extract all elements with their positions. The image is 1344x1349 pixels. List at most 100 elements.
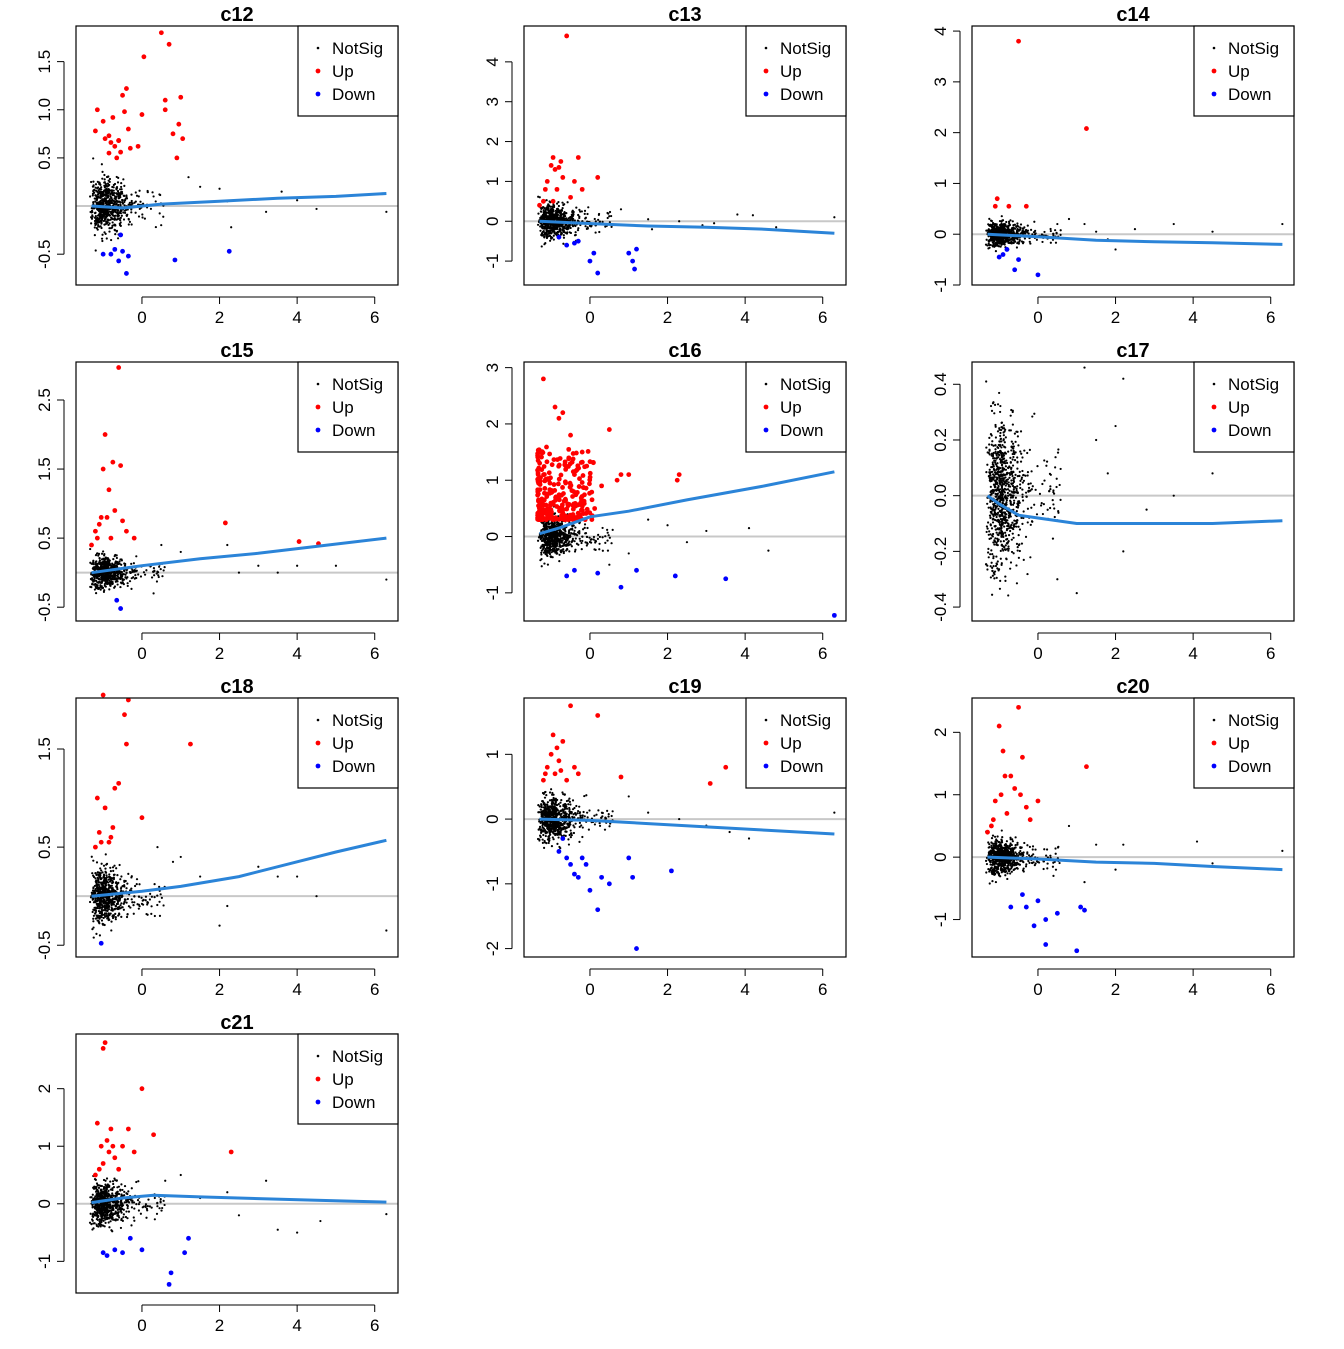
notsig-point	[103, 561, 105, 563]
notsig-point	[1068, 218, 1070, 220]
up-point	[114, 156, 119, 161]
notsig-point	[584, 210, 586, 212]
notsig-point	[1007, 451, 1009, 453]
notsig-point	[571, 541, 573, 543]
up-point	[568, 433, 573, 438]
up-point	[595, 175, 600, 180]
legend-marker	[765, 47, 768, 50]
notsig-point	[1028, 491, 1030, 493]
notsig-point	[101, 199, 103, 201]
notsig-point	[1049, 228, 1051, 230]
up-point	[571, 456, 576, 461]
notsig-point	[713, 222, 715, 224]
notsig-point	[1015, 232, 1017, 234]
notsig-point	[990, 219, 992, 221]
notsig-point	[315, 208, 317, 210]
up-point	[159, 30, 164, 35]
notsig-point	[996, 563, 998, 565]
notsig-point	[1014, 441, 1016, 443]
notsig-point	[1049, 473, 1051, 475]
down-point	[114, 598, 119, 603]
notsig-point	[573, 224, 575, 226]
notsig-point	[1013, 500, 1015, 502]
up-point	[163, 107, 168, 112]
up-point	[163, 98, 168, 103]
notsig-point	[130, 588, 132, 590]
notsig-point	[98, 587, 100, 589]
notsig-point	[549, 549, 551, 551]
notsig-point	[1007, 550, 1009, 552]
notsig-point	[118, 217, 120, 219]
notsig-point	[552, 231, 554, 233]
notsig-point	[1053, 507, 1055, 509]
notsig-point	[571, 214, 573, 216]
panel-title: c17	[1116, 340, 1149, 362]
notsig-point	[1033, 504, 1035, 506]
notsig-point	[992, 457, 994, 459]
panel-title: c13	[668, 4, 701, 26]
x-tick-label: 0	[137, 308, 146, 327]
notsig-point	[101, 178, 103, 180]
notsig-point	[1027, 225, 1029, 227]
notsig-point	[1011, 527, 1013, 529]
notsig-point	[129, 221, 131, 223]
notsig-point	[109, 560, 111, 562]
notsig-point	[1017, 504, 1019, 506]
notsig-point	[1040, 504, 1042, 506]
notsig-point	[1004, 446, 1006, 448]
notsig-point	[92, 563, 94, 565]
legend-marker	[317, 47, 320, 50]
up-point	[542, 486, 547, 491]
notsig-point	[96, 196, 98, 198]
notsig-point	[1017, 492, 1019, 494]
notsig-point	[1005, 488, 1007, 490]
notsig-point	[1014, 491, 1016, 493]
notsig-point	[1005, 535, 1007, 537]
notsig-point	[114, 217, 116, 219]
up-point	[562, 517, 567, 522]
notsig-point	[994, 525, 996, 527]
notsig-point	[1002, 534, 1004, 536]
up-point	[1016, 39, 1021, 44]
notsig-point	[545, 212, 547, 214]
notsig-point	[543, 230, 545, 232]
notsig-point	[98, 557, 100, 559]
notsig-point	[568, 550, 570, 552]
notsig-point	[542, 538, 544, 540]
notsig-point	[89, 586, 91, 588]
notsig-point	[1008, 490, 1010, 492]
up-point	[567, 517, 572, 522]
notsig-point	[1020, 223, 1022, 225]
notsig-point	[1001, 502, 1003, 504]
notsig-point	[147, 191, 149, 193]
notsig-point	[552, 531, 554, 533]
up-point	[576, 155, 581, 160]
notsig-point	[1005, 484, 1007, 486]
notsig-point	[121, 193, 123, 195]
notsig-point	[992, 557, 994, 559]
notsig-point	[989, 476, 991, 478]
notsig-point	[1019, 483, 1021, 485]
notsig-point	[1004, 575, 1006, 577]
notsig-point	[108, 564, 110, 566]
notsig-point	[544, 225, 546, 227]
notsig-point	[97, 218, 99, 220]
notsig-point	[986, 239, 988, 241]
notsig-point	[103, 224, 105, 226]
notsig-point	[563, 234, 565, 236]
up-point	[579, 496, 584, 501]
notsig-point	[238, 572, 240, 574]
notsig-point	[94, 212, 96, 214]
up-point	[619, 472, 624, 477]
legend-label: Up	[780, 398, 802, 417]
notsig-point	[101, 234, 103, 236]
notsig-point	[544, 223, 546, 225]
notsig-point	[113, 202, 115, 204]
legend-label: Down	[332, 421, 375, 440]
notsig-point	[151, 191, 153, 193]
notsig-point	[1043, 503, 1045, 505]
notsig-point	[1045, 465, 1047, 467]
y-tick-label: 1.0	[35, 98, 54, 122]
notsig-point	[540, 208, 542, 210]
notsig-point	[1005, 549, 1007, 551]
